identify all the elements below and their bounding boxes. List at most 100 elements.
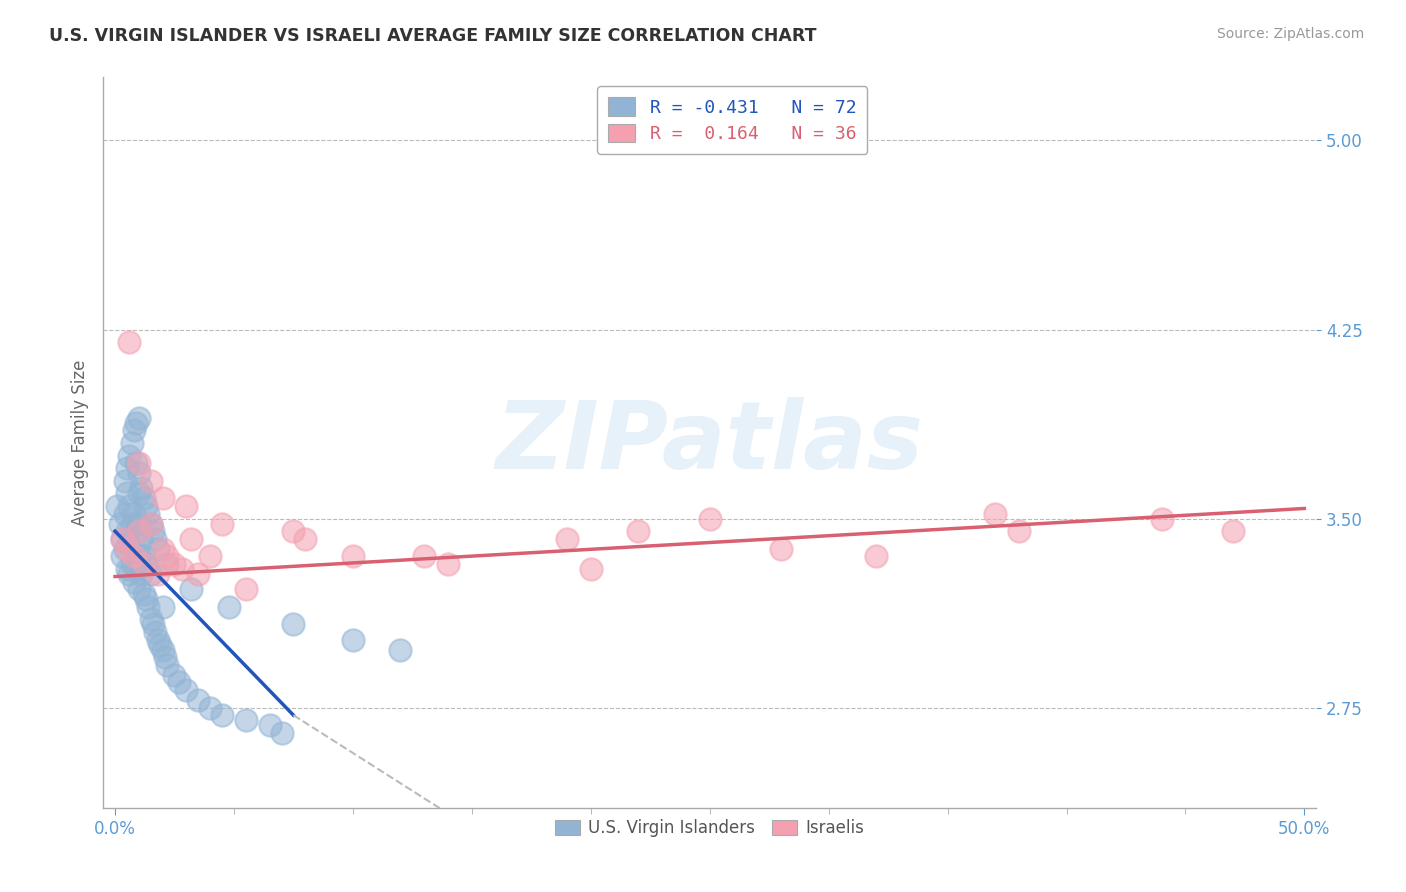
Point — [342, 549, 364, 564]
Point — [145, 532, 167, 546]
Point — [125, 416, 148, 430]
Point — [156, 557, 179, 571]
Point — [139, 612, 162, 626]
Point — [627, 524, 650, 538]
Point — [132, 549, 155, 564]
Point — [115, 562, 138, 576]
Point — [555, 532, 578, 546]
Point — [128, 466, 150, 480]
Point — [132, 587, 155, 601]
Point — [115, 524, 138, 538]
Point — [170, 562, 193, 576]
Point — [211, 516, 233, 531]
Point — [152, 642, 174, 657]
Legend: U.S. Virgin Islanders, Israelis: U.S. Virgin Islanders, Israelis — [548, 813, 870, 844]
Point — [118, 335, 141, 350]
Point — [122, 574, 145, 589]
Point — [1008, 524, 1031, 538]
Point — [139, 516, 162, 531]
Point — [389, 642, 412, 657]
Point — [118, 537, 141, 551]
Point — [153, 650, 176, 665]
Point — [114, 541, 136, 556]
Point — [984, 507, 1007, 521]
Point — [121, 516, 143, 531]
Text: ZIPatlas: ZIPatlas — [496, 397, 924, 489]
Point — [122, 541, 145, 556]
Point — [122, 549, 145, 564]
Point — [125, 562, 148, 576]
Point — [198, 549, 221, 564]
Point — [770, 541, 793, 556]
Point — [125, 456, 148, 470]
Point — [142, 524, 165, 538]
Point — [118, 449, 141, 463]
Point — [135, 557, 157, 571]
Point — [135, 592, 157, 607]
Point — [121, 436, 143, 450]
Point — [437, 557, 460, 571]
Point — [128, 410, 150, 425]
Point — [1222, 524, 1244, 538]
Point — [136, 507, 159, 521]
Point — [114, 507, 136, 521]
Point — [152, 491, 174, 506]
Point — [180, 532, 202, 546]
Point — [128, 516, 150, 531]
Point — [111, 549, 134, 564]
Point — [342, 632, 364, 647]
Point — [152, 541, 174, 556]
Y-axis label: Average Family Size: Average Family Size — [72, 359, 89, 526]
Point — [218, 599, 240, 614]
Point — [139, 474, 162, 488]
Point — [163, 557, 186, 571]
Point — [115, 486, 138, 500]
Point — [132, 491, 155, 506]
Point — [139, 567, 162, 582]
Point — [176, 499, 198, 513]
Point — [146, 567, 169, 582]
Text: Source: ZipAtlas.com: Source: ZipAtlas.com — [1216, 27, 1364, 41]
Point — [699, 511, 721, 525]
Point — [125, 524, 148, 538]
Point — [108, 516, 131, 531]
Point — [187, 567, 209, 582]
Point — [115, 461, 138, 475]
Point — [129, 532, 152, 546]
Point — [142, 617, 165, 632]
Point — [187, 693, 209, 707]
Point — [198, 700, 221, 714]
Point — [128, 524, 150, 538]
Point — [259, 718, 281, 732]
Point — [135, 499, 157, 513]
Point — [115, 541, 138, 556]
Point — [128, 582, 150, 596]
Point — [121, 557, 143, 571]
Point — [107, 499, 129, 513]
Text: U.S. VIRGIN ISLANDER VS ISRAELI AVERAGE FAMILY SIZE CORRELATION CHART: U.S. VIRGIN ISLANDER VS ISRAELI AVERAGE … — [49, 27, 817, 45]
Point — [128, 456, 150, 470]
Point — [235, 713, 257, 727]
Point — [145, 625, 167, 640]
Point — [132, 557, 155, 571]
Point — [283, 617, 305, 632]
Point — [283, 524, 305, 538]
Point — [118, 567, 141, 582]
Point — [156, 549, 179, 564]
Point — [294, 532, 316, 546]
Point — [152, 599, 174, 614]
Point — [579, 562, 602, 576]
Point — [139, 516, 162, 531]
Point — [270, 726, 292, 740]
Point — [146, 632, 169, 647]
Point — [865, 549, 887, 564]
Point — [122, 423, 145, 437]
Point — [114, 474, 136, 488]
Point — [167, 675, 190, 690]
Point — [413, 549, 436, 564]
Point — [235, 582, 257, 596]
Point — [156, 657, 179, 672]
Point — [146, 541, 169, 556]
Point — [1150, 511, 1173, 525]
Point — [136, 599, 159, 614]
